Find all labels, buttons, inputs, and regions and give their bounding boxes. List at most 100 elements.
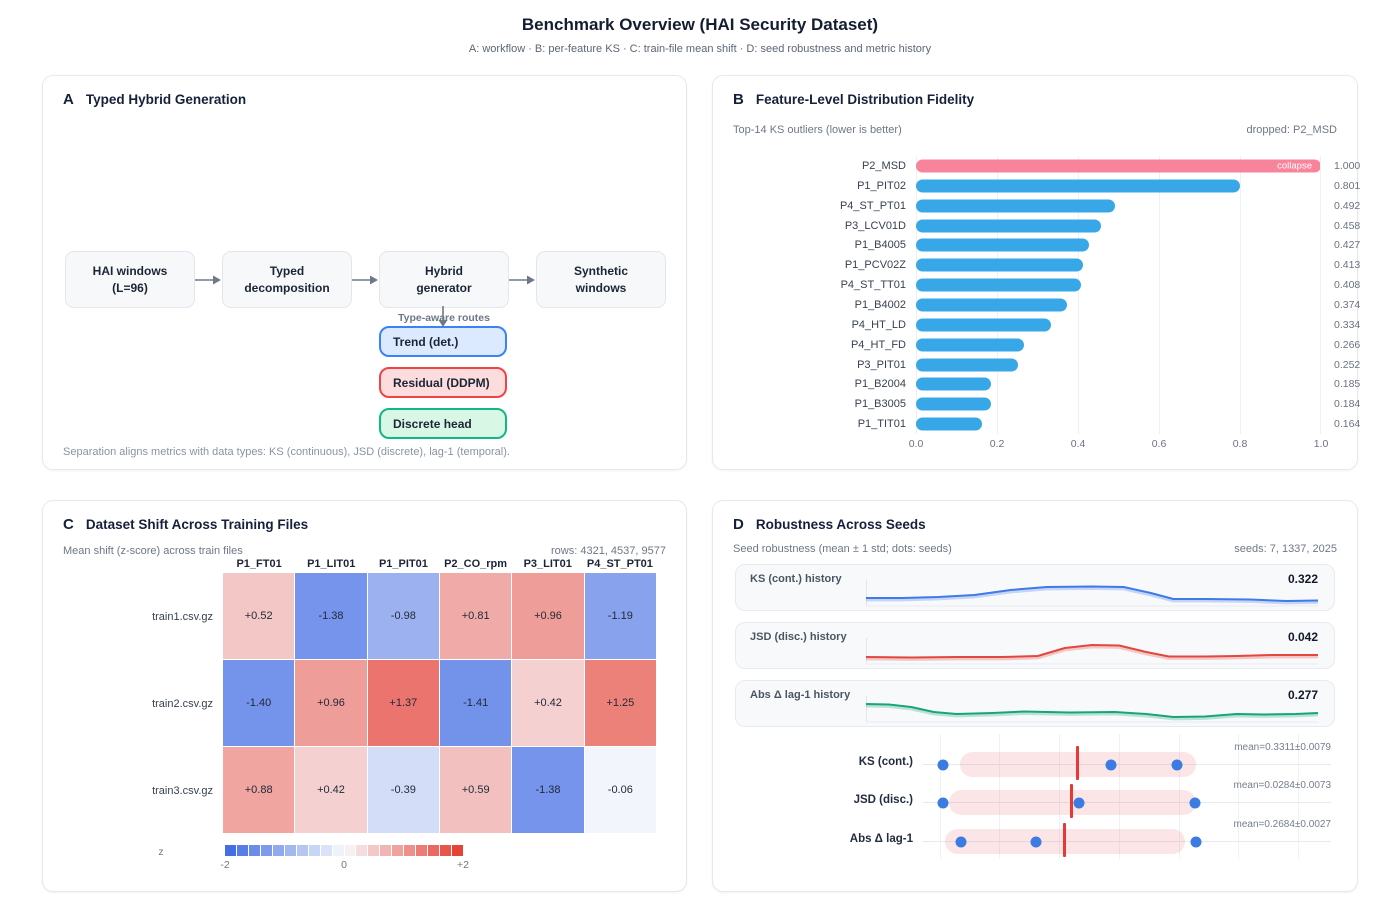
flow-node: Typed decomposition <box>222 251 352 308</box>
colorbar-segment <box>452 845 464 856</box>
arrow-right-icon <box>509 275 535 284</box>
bar-value-label: 0.252 <box>1334 358 1361 371</box>
bar-row: P1_TIT01 0.164 <box>733 414 1360 435</box>
colorbar-ticks: -2 0 +2 <box>220 859 469 873</box>
bar-category-label: P1_PCV02Z <box>844 259 906 272</box>
colorbar-segment <box>356 845 368 856</box>
flow-node-line2: windows <box>575 280 627 295</box>
heatmap-cell: -0.06 <box>584 747 656 833</box>
arrow-right-icon <box>195 275 221 284</box>
flow-node: HAI windows (L=96) <box>65 251 195 308</box>
heatmap-cell: +0.88 <box>223 747 295 833</box>
seed-dot <box>1105 759 1117 770</box>
colorbar-segment <box>416 845 428 856</box>
rows-note: rows: 4321, 4537, 9577 <box>551 545 666 557</box>
flow-arrow <box>195 274 222 286</box>
heatmap-column-headers: P1_FT01 P1_LIT01 P1_PIT01 P2_CO_rpm P3_LIT01… <box>223 558 656 570</box>
dot-plot-gridlines <box>923 734 1331 859</box>
heatmap-cell: -1.38 <box>295 573 367 659</box>
bar <box>916 238 1089 252</box>
seed-dot <box>1190 836 1202 847</box>
panel-c-subtitle-row: Mean shift (z-score) across train files … <box>63 545 666 557</box>
bar-category-label: P4_HT_FD <box>850 338 906 351</box>
bar-row: P2_MSD collapse 1.000 <box>733 156 1360 176</box>
mean-line <box>1075 746 1079 780</box>
bar-value-label: 1.000 <box>1334 159 1361 172</box>
heatmap-cell: +1.37 <box>367 660 439 746</box>
colorbar-segment <box>344 845 356 856</box>
x-tick-label: 1.0 <box>1313 438 1329 450</box>
bar-row: P4_ST_PT01 0.492 <box>733 195 1360 216</box>
panel-d-letter: D <box>733 516 744 533</box>
x-tick-label: 0.8 <box>1232 438 1248 450</box>
seed-dot <box>955 836 967 847</box>
colorbar-segment <box>392 845 404 856</box>
panel-a-workflow: A Typed Hybrid Generation HAI windows (L=9… <box>42 75 687 470</box>
dot-plot-gridline <box>1178 734 1180 859</box>
bar-row: P1_B4002 0.374 <box>733 295 1360 315</box>
panel-b-subtitle-row: Top-14 KS outliers (lower is better) dro… <box>733 124 1337 136</box>
bar-track <box>916 394 1321 415</box>
bar-value-label: 0.185 <box>1334 378 1361 391</box>
heatmap-cell: +0.81 <box>440 573 512 659</box>
bar-value-label: 0.374 <box>1334 298 1361 311</box>
seed-dot <box>937 759 949 770</box>
heatmap-column-header: P1_FT01 <box>236 558 282 570</box>
bar <box>916 318 1052 332</box>
panel-c-letter: C <box>63 516 74 533</box>
panel-b-title: Feature-Level Distribution Fidelity <box>755 92 975 107</box>
panel-c-header: C Dataset Shift Across Training Files <box>63 516 308 534</box>
route-chip-trend: Trend (det.) <box>379 326 507 357</box>
dot-row-hairline <box>923 841 1331 842</box>
bar-category-label: P4_ST_TT01 <box>840 279 906 292</box>
bar-row: P3_LCV01D 0.458 <box>733 215 1360 236</box>
bar <box>916 298 1068 312</box>
heatmap-grid: +0.52 -1.38 -0.98 +0.81 +0.96 -1.19 -1.40 +0.96… <box>223 573 656 834</box>
flow-arrow <box>352 274 379 286</box>
dot-row-plot: mean=0.3311±0.0079 <box>923 740 1331 780</box>
bar-track: collapse <box>916 156 1321 176</box>
history-card: JSD (disc.) history 0.042 <box>735 622 1335 669</box>
flow-arrow <box>509 274 536 286</box>
colorbar-segment <box>260 845 272 856</box>
dot-row-label: KS (cont.) <box>858 756 913 768</box>
colorbar-label: z <box>158 846 164 858</box>
heatmap-cell: -1.40 <box>223 660 295 746</box>
heatmap-cell: +0.52 <box>223 573 295 659</box>
flow-node-line2: (L=96) <box>112 280 148 295</box>
heatmap-cell: -1.38 <box>512 747 584 833</box>
heatmap-cell: +0.42 <box>512 660 584 746</box>
bar <box>916 338 1024 352</box>
colorbar-segment <box>320 845 332 856</box>
panel-a-letter: A <box>63 91 74 108</box>
bar-category-label: P1_B3005 <box>854 398 906 411</box>
bar-value-label: 0.266 <box>1334 338 1361 351</box>
colorbar-segment <box>272 845 284 856</box>
bar-track <box>916 314 1321 335</box>
bar <box>916 397 991 411</box>
bar-category-label: P1_PIT02 <box>857 179 906 192</box>
colorbar-segment <box>404 845 416 856</box>
bar <box>916 377 991 391</box>
bar-track <box>916 295 1321 315</box>
bar-track <box>916 374 1321 395</box>
colorbar-segment <box>308 845 320 856</box>
bar-value-label: 0.334 <box>1334 318 1361 331</box>
bar <box>916 179 1241 193</box>
heatmap-cell: +0.59 <box>440 747 512 833</box>
bar-row: P1_B4005 0.427 <box>733 235 1360 256</box>
colorbar-segment <box>284 845 296 856</box>
bar-row: P1_PCV02Z 0.413 <box>733 255 1360 276</box>
bar-row: P4_HT_FD 0.266 <box>733 334 1360 355</box>
bar-track <box>916 255 1321 276</box>
panel-d-title: Robustness Across Seeds <box>755 517 926 532</box>
bar-row: P1_B3005 0.184 <box>733 394 1360 415</box>
bar <box>916 219 1102 232</box>
bar-category-label: P3_LCV01D <box>844 219 906 232</box>
mean-line <box>1069 784 1073 818</box>
bar-row: P4_HT_LD 0.334 <box>733 314 1360 335</box>
panel-c-heatmap: C Dataset Shift Across Training Files Mea… <box>42 500 687 892</box>
colorbar-segment <box>380 845 392 856</box>
history-card-label: JSD (disc.) history <box>750 631 847 643</box>
bar-row: P1_B2004 0.185 <box>733 374 1360 395</box>
